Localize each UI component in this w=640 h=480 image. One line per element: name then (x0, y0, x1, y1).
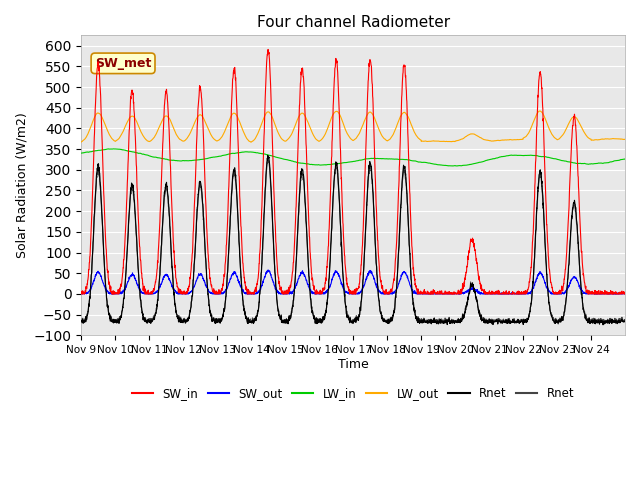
Y-axis label: Solar Radiation (W/m2): Solar Radiation (W/m2) (15, 112, 28, 258)
Title: Four channel Radiometer: Four channel Radiometer (257, 15, 450, 30)
Legend: SW_in, SW_out, LW_in, LW_out, Rnet, Rnet: SW_in, SW_out, LW_in, LW_out, Rnet, Rnet (127, 382, 579, 404)
Text: SW_met: SW_met (95, 57, 151, 70)
X-axis label: Time: Time (338, 358, 369, 371)
